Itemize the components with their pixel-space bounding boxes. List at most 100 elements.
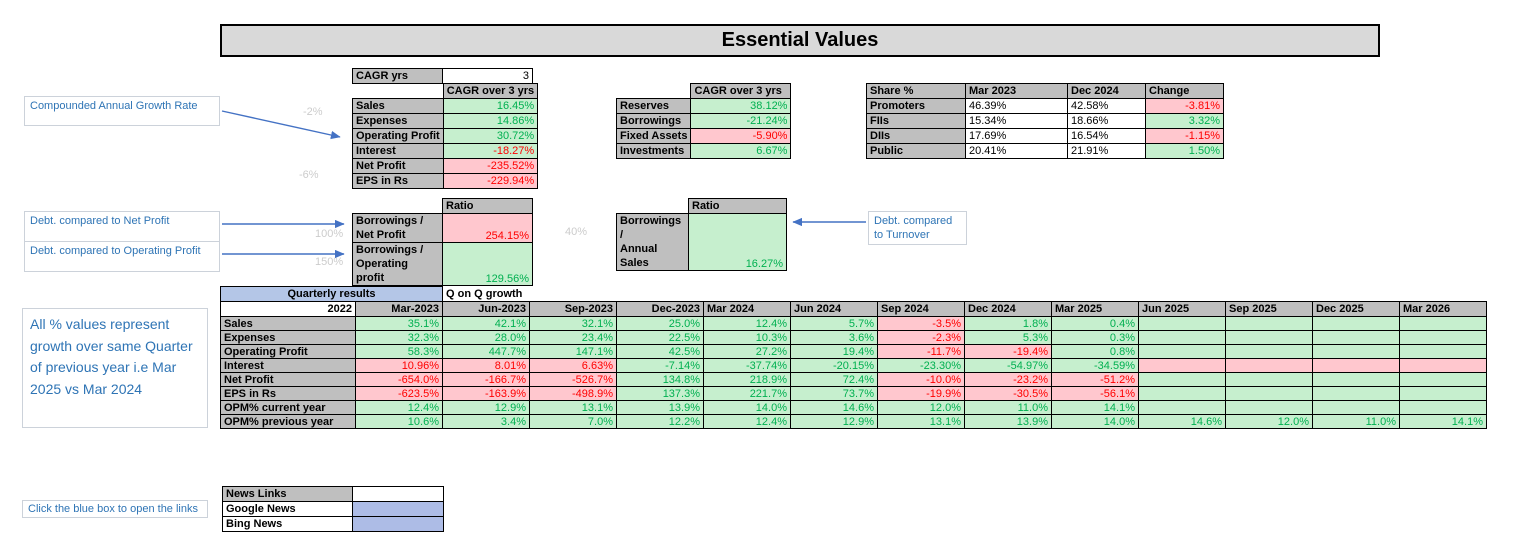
cagr-table: CAGR over 3 yrs Sales 16.45% Expenses 14.86%… — [352, 83, 539, 189]
interest-sep-2023: 6.63% — [529, 358, 617, 373]
share-public-dec-2024: 21.91% — [1067, 143, 1146, 159]
quarter-header-sep-2024: Sep 2024 — [877, 301, 965, 317]
share-header-dec-2024: Dec 2024 — [1067, 83, 1146, 99]
callout-debt-turnover: Debt. compared to Turnover — [868, 211, 967, 245]
operating-profit-sep-2023: 147.1% — [529, 344, 617, 359]
operating-profit-mar-2026 — [1399, 344, 1487, 359]
expenses-mar-2024: 10.3% — [703, 330, 791, 345]
quarterly-results-header: Quarterly results — [220, 286, 443, 302]
quarter-header-jun-2024: Jun 2024 — [790, 301, 878, 317]
expenses-mar-2025: 0.3% — [1051, 330, 1139, 345]
watermark-label: -6% — [299, 169, 319, 181]
cagr-yrs-label: CAGR yrs — [352, 68, 443, 84]
opm-previous-year-mar-2025: 14.0% — [1051, 414, 1139, 429]
news-links-header: News Links — [222, 486, 353, 502]
eps-in-rs-dec-2024: -30.5% — [964, 386, 1052, 401]
opm-previous-year-dec-2023: 12.2% — [616, 414, 704, 429]
bing-news-link-box[interactable] — [352, 516, 444, 532]
interest-dec-2025 — [1312, 358, 1400, 373]
sales-dec-2023: 25.0% — [616, 316, 704, 331]
expenses-jun-2024: 3.6% — [790, 330, 878, 345]
opm-current-year-mar-2025: 14.1% — [1051, 400, 1139, 415]
quarter-header-jun-2023: Jun-2023 — [442, 301, 530, 317]
callout-quarterly-note: All % values represent growth over same … — [22, 308, 208, 428]
page-title: Essential Values — [220, 24, 1380, 57]
expenses-sep-2023: 23.4% — [529, 330, 617, 345]
net-profit-jun-2025 — [1138, 372, 1226, 387]
sales-jun-2025 — [1138, 316, 1226, 331]
expenses-mar-2023: 32.3% — [355, 330, 443, 345]
eps-in-rs-mar-2026 — [1399, 386, 1487, 401]
sales-mar-2024: 12.4% — [703, 316, 791, 331]
shareholding-table: Share % Mar 2023 Dec 2024 Change Promoters 46… — [866, 83, 1224, 159]
row-label-opm-current-year: OPM% current year — [220, 400, 356, 415]
opm-current-year-jun-2023: 12.9% — [442, 400, 530, 415]
opm-previous-year-jun-2024: 12.9% — [790, 414, 878, 429]
row-label-net-profit: Net Profit — [220, 372, 356, 387]
row-label-investments: Investments — [615, 143, 692, 159]
quarter-header-jun-2025: Jun 2025 — [1138, 301, 1226, 317]
debt-ratio-table-left-grid: Ratio Borrowings / Net Profit 254.15% Borro… — [352, 198, 533, 287]
interest-dec-2023: -7.14% — [616, 358, 704, 373]
row-label-net-profit: Net Profit — [352, 158, 444, 174]
opm-current-year-mar-2024: 14.0% — [703, 400, 791, 415]
eps-in-rs-jun-2025 — [1138, 386, 1226, 401]
balance-value-borrowings: -21.24% — [690, 113, 792, 129]
net-profit-jun-2023: -166.7% — [442, 372, 530, 387]
quarterly-results-table-grid: Quarterly results Q on Q growth 2022 Mar-20… — [220, 286, 1487, 429]
expenses-mar-2026 — [1399, 330, 1487, 345]
watermark-label: -2% — [303, 106, 323, 118]
cagr-column-header: CAGR over 3 yrs — [442, 83, 539, 99]
row-label-fixed-assets: Fixed Assets — [615, 128, 692, 144]
opm-previous-year-jun-2023: 3.4% — [442, 414, 530, 429]
debt-ratio-table-mid-grid: Ratio Borrowings / Annual Sales 16.27% — [616, 198, 787, 272]
interest-sep-2025 — [1225, 358, 1313, 373]
spacer-cell — [617, 84, 691, 99]
opm-current-year-mar-2023: 12.4% — [355, 400, 443, 415]
eps-in-rs-jun-2023: -163.9% — [442, 386, 530, 401]
row-label-interest: Interest — [220, 358, 356, 373]
row-label-sales: Sales — [220, 316, 356, 331]
operating-profit-jun-2023: 447.7% — [442, 344, 530, 359]
row-label-operating-profit: Operating Profit — [352, 128, 444, 144]
balance-value-fixed-assets: -5.90% — [690, 128, 792, 144]
interest-mar-2023: 10.96% — [355, 358, 443, 373]
operating-profit-mar-2025: 0.8% — [1051, 344, 1139, 359]
opm-previous-year-mar-2026: 14.1% — [1399, 414, 1487, 429]
interest-jun-2023: 8.01% — [442, 358, 530, 373]
cagr-value-eps-in-rs: -229.94% — [442, 173, 539, 189]
quarter-header-mar-2023: Mar-2023 — [355, 301, 443, 317]
spacer-cell — [353, 84, 444, 99]
net-profit-sep-2023: -526.7% — [529, 372, 617, 387]
news-spacer-cell — [352, 486, 444, 502]
share-header-change: Change — [1145, 83, 1224, 99]
row-label-borrowings-operating-profit: Borrowings / Operating profit — [352, 242, 443, 287]
net-profit-dec-2024: -23.2% — [964, 372, 1052, 387]
interest-dec-2024: -54.97% — [964, 358, 1052, 373]
row-label-borrowings: Borrowings — [615, 113, 692, 129]
expenses-dec-2024: 5.3% — [964, 330, 1052, 345]
cagr-value-operating-profit: 30.72% — [442, 128, 539, 144]
opm-previous-year-sep-2024: 13.1% — [877, 414, 965, 429]
expenses-dec-2025 — [1312, 330, 1400, 345]
expenses-sep-2024: -2.3% — [877, 330, 965, 345]
google-news-link-box[interactable] — [352, 501, 444, 517]
balance-value-investments: 6.67% — [690, 143, 792, 159]
expenses-jun-2025 — [1138, 330, 1226, 345]
interest-mar-2025: -34.59% — [1051, 358, 1139, 373]
cagr-yrs-value: 3 — [442, 68, 533, 84]
eps-in-rs-dec-2025 — [1312, 386, 1400, 401]
share-header-share: Share % — [866, 83, 966, 99]
net-profit-sep-2024: -10.0% — [877, 372, 965, 387]
sales-sep-2023: 32.1% — [529, 316, 617, 331]
sales-mar-2026 — [1399, 316, 1487, 331]
expenses-jun-2023: 28.0% — [442, 330, 530, 345]
operating-profit-dec-2024: -19.4% — [964, 344, 1052, 359]
operating-profit-mar-2023: 58.3% — [355, 344, 443, 359]
quarter-header-sep-2023: Sep-2023 — [529, 301, 617, 317]
eps-in-rs-mar-2025: -56.1% — [1051, 386, 1139, 401]
expenses-dec-2023: 22.5% — [616, 330, 704, 345]
share-diis-dec-2024: 16.54% — [1067, 128, 1146, 144]
sales-sep-2025 — [1225, 316, 1313, 331]
opm-current-year-mar-2026 — [1399, 400, 1487, 415]
